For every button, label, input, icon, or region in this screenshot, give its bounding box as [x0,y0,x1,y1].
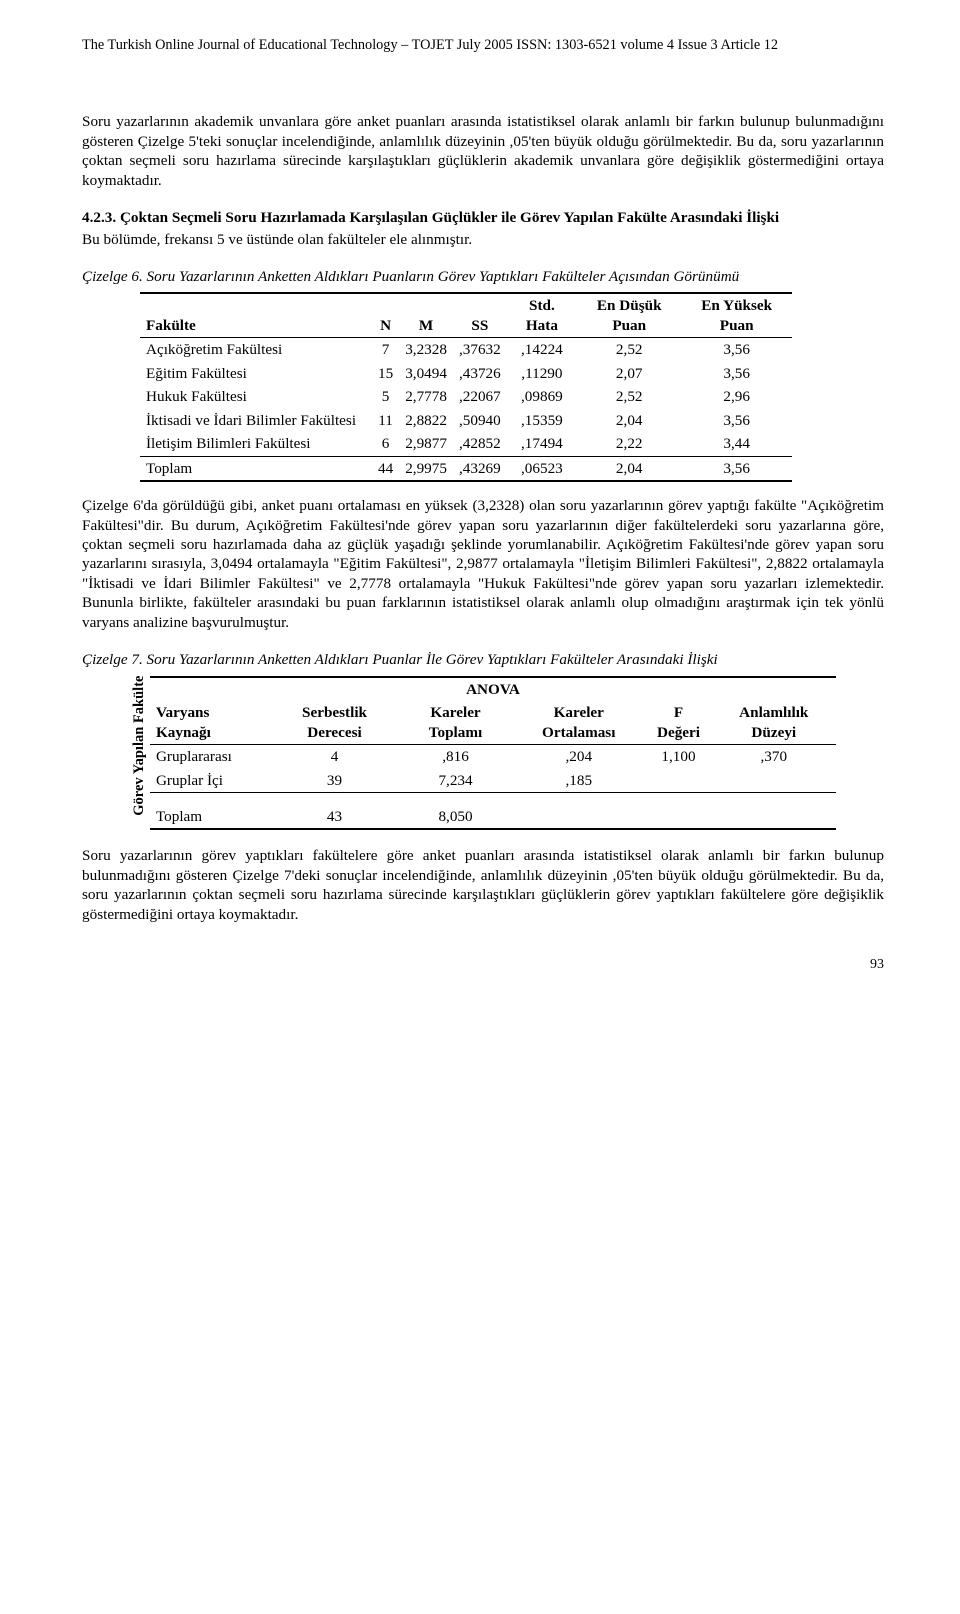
table7-total-row: Toplam 43 8,050 [150,805,836,829]
cell: 43 [270,805,399,829]
cell: 11 [372,409,399,432]
cell: 2,9975 [399,456,453,481]
page-number: 93 [82,956,884,974]
cell: 4 [270,745,399,769]
cell: ,14224 [507,338,577,362]
cell: 2,7778 [399,385,453,408]
cell: 5 [372,385,399,408]
paragraph-4: Soru yazarlarının görev yaptıkları fakül… [82,846,884,924]
table6-caption: Çizelge 6. Soru Yazarlarının Anketten Al… [82,267,884,286]
cell: 3,56 [681,362,792,385]
cell: ,22067 [453,385,507,408]
cell: ,185 [512,769,645,793]
cell: ,17494 [507,432,577,456]
table6-col-fakulte: Fakülte [140,293,372,337]
table-row: Gruplararası 4 ,816 ,204 1,100 ,370 [150,745,836,769]
table-row: Hukuk Fakültesi 5 2,7778 ,22067 ,09869 2… [140,385,792,408]
table6-body: Açıköğretim Fakültesi 7 3,2328 ,37632 ,1… [140,338,792,481]
table7-spacer [150,792,836,805]
anova-title: ANOVA [150,677,836,701]
cell: 2,52 [577,338,681,362]
table6-col-ss: SS [453,293,507,337]
paragraph-1: Soru yazarlarının akademik unvanlara gör… [82,112,884,190]
cell: 2,52 [577,385,681,408]
section-heading: 4.2.3. Çoktan Seçmeli Soru Hazırlamada K… [82,208,884,227]
table7-caption: Çizelge 7. Soru Yazarlarının Anketten Al… [82,650,884,669]
cell: ,370 [712,745,836,769]
journal-header: The Turkish Online Journal of Educationa… [82,36,884,54]
table7-col-anlamlilik: Anlamlılık Düzeyi [712,701,836,744]
cell [645,805,711,829]
cell [512,805,645,829]
table6-col-m: M [399,293,453,337]
cell: ,06523 [507,456,577,481]
cell: Hukuk Fakültesi [140,385,372,408]
cell: 15 [372,362,399,385]
cell: ,50940 [453,409,507,432]
table6-col-enyuksek: En Yüksek Puan [681,293,792,337]
table7-side-label: Görev Yapılan Fakülte [130,676,150,831]
cell: 3,0494 [399,362,453,385]
cell: 2,04 [577,456,681,481]
cell: 2,96 [681,385,792,408]
table7-col-f: F Değeri [645,701,711,744]
table-row: İletişim Bilimleri Fakültesi 6 2,9877 ,4… [140,432,792,456]
paragraph-3: Çizelge 6'da görüldüğü gibi, anket puanı… [82,496,884,632]
cell: 2,07 [577,362,681,385]
cell: 1,100 [645,745,711,769]
paragraph-2: Bu bölümde, frekansı 5 ve üstünde olan f… [82,230,884,249]
table-row: Açıköğretim Fakültesi 7 3,2328 ,37632 ,1… [140,338,792,362]
cell: 39 [270,769,399,793]
cell [712,805,836,829]
cell: 44 [372,456,399,481]
cell: 3,56 [681,456,792,481]
table-row: İktisadi ve İdari Bilimler Fakültesi 11 … [140,409,792,432]
table7-col-varyans: Varyans Kaynağı [150,701,270,744]
table7-col-serbestlik: Serbestlik Derecesi [270,701,399,744]
cell: ,09869 [507,385,577,408]
cell: Gruplararası [150,745,270,769]
cell: 3,44 [681,432,792,456]
cell: Gruplar İçi [150,769,270,793]
cell: 2,22 [577,432,681,456]
cell: ,204 [512,745,645,769]
cell: 8,050 [399,805,512,829]
cell: ,43726 [453,362,507,385]
cell: 7,234 [399,769,512,793]
cell: ,42852 [453,432,507,456]
cell: 2,04 [577,409,681,432]
table7: Görev Yapılan Fakülte ANOVA Varyans Kayn… [82,676,884,831]
cell [712,769,836,793]
table6-col-n: N [372,293,399,337]
cell: ,816 [399,745,512,769]
cell: Toplam [140,456,372,481]
cell: 3,56 [681,338,792,362]
cell: ,11290 [507,362,577,385]
cell: 7 [372,338,399,362]
cell [645,769,711,793]
cell: 3,56 [681,409,792,432]
table-row: Gruplar İçi 39 7,234 ,185 [150,769,836,793]
cell: 6 [372,432,399,456]
page: The Turkish Online Journal of Educationa… [0,0,960,1010]
table7-col-kareler-t: Kareler Toplamı [399,701,512,744]
table-row: Eğitim Fakültesi 15 3,0494 ,43726 ,11290… [140,362,792,385]
cell: Açıköğretim Fakültesi [140,338,372,362]
cell: ,15359 [507,409,577,432]
cell: ,43269 [453,456,507,481]
table6-col-stdhata: Std. Hata [507,293,577,337]
table7-col-kareler-o: Kareler Ortalaması [512,701,645,744]
cell: Toplam [150,805,270,829]
table6-col-endusuk: En Düşük Puan [577,293,681,337]
cell: 2,9877 [399,432,453,456]
cell: ,37632 [453,338,507,362]
cell: 2,8822 [399,409,453,432]
cell: 3,2328 [399,338,453,362]
cell: İktisadi ve İdari Bilimler Fakültesi [140,409,372,432]
cell: Eğitim Fakültesi [140,362,372,385]
table6-total-row: Toplam 44 2,9975 ,43269 ,06523 2,04 3,56 [140,456,792,481]
cell: İletişim Bilimleri Fakültesi [140,432,372,456]
table6: Fakülte N M SS Std. Hata En Düşük Puan E… [82,292,884,482]
